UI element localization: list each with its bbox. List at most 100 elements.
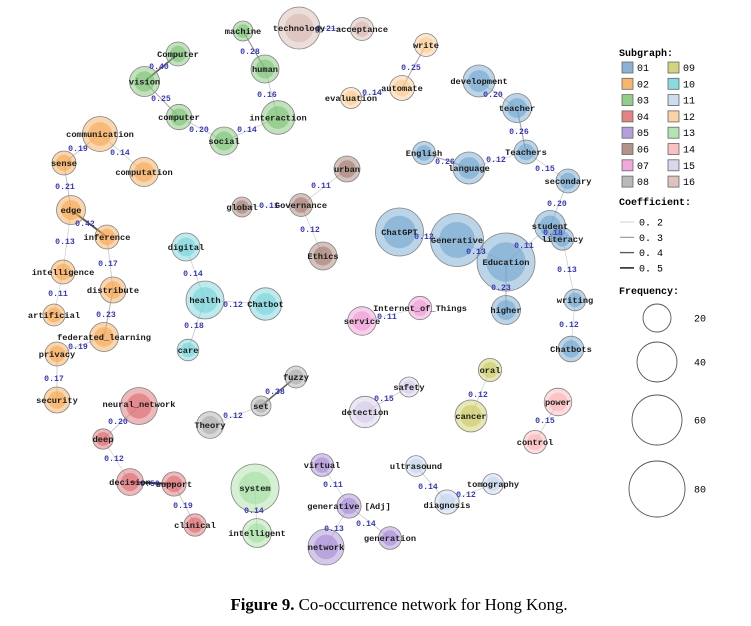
svg-text:0.12: 0.12 <box>468 391 488 400</box>
svg-text:0.11: 0.11 <box>311 182 331 191</box>
svg-text:deep: deep <box>93 435 114 445</box>
svg-text:language: language <box>448 164 490 174</box>
svg-text:0.15: 0.15 <box>535 165 555 174</box>
svg-text:privacy: privacy <box>39 350 76 360</box>
svg-text:Internet_of_Things: Internet_of_Things <box>373 304 467 314</box>
svg-text:support: support <box>156 480 193 490</box>
svg-text:artificial: artificial <box>28 311 80 321</box>
svg-text:0.14: 0.14 <box>237 126 257 135</box>
svg-text:0.19: 0.19 <box>68 343 88 352</box>
svg-text:Frequency:: Frequency: <box>619 287 679 298</box>
svg-text:0.20: 0.20 <box>108 418 128 427</box>
svg-text:0.13: 0.13 <box>466 248 486 257</box>
svg-text:social: social <box>208 137 239 147</box>
svg-text:Subgraph:: Subgraph: <box>619 48 673 60</box>
svg-text:health: health <box>189 296 220 306</box>
svg-text:0.16: 0.16 <box>257 91 277 100</box>
svg-text:0.11: 0.11 <box>514 242 534 251</box>
svg-text:0.50: 0.50 <box>140 480 160 489</box>
svg-text:Generative: Generative <box>431 236 483 246</box>
svg-text:human: human <box>252 65 278 75</box>
svg-text:0.25: 0.25 <box>401 64 421 73</box>
svg-text:generative [Adj]: generative [Adj] <box>307 502 390 512</box>
svg-text:0. 3: 0. 3 <box>639 234 663 245</box>
svg-text:computation: computation <box>115 168 172 178</box>
svg-text:communication: communication <box>66 130 134 140</box>
svg-text:automate: automate <box>381 84 423 94</box>
svg-text:13: 13 <box>683 129 695 140</box>
svg-text:virtual: virtual <box>304 461 341 471</box>
svg-text:0.11: 0.11 <box>48 290 68 299</box>
svg-text:0.21: 0.21 <box>316 25 336 34</box>
svg-text:edge: edge <box>61 206 82 216</box>
svg-text:0.11: 0.11 <box>323 481 343 490</box>
svg-text:0. 2: 0. 2 <box>639 219 663 230</box>
svg-text:oral: oral <box>480 366 501 376</box>
svg-text:0.12: 0.12 <box>486 156 506 165</box>
svg-text:12: 12 <box>683 113 695 124</box>
svg-text:0.20: 0.20 <box>547 200 567 209</box>
svg-text:07: 07 <box>637 162 649 173</box>
svg-text:0.12: 0.12 <box>223 301 243 310</box>
svg-text:0. 4: 0. 4 <box>639 249 663 260</box>
svg-text:English: English <box>406 149 443 159</box>
svg-text:40: 40 <box>694 359 706 370</box>
svg-text:care: care <box>178 346 199 356</box>
svg-text:0.12: 0.12 <box>414 233 434 242</box>
svg-text:0.19: 0.19 <box>173 502 193 511</box>
svg-text:08: 08 <box>637 178 649 189</box>
svg-text:09: 09 <box>683 64 695 75</box>
svg-text:diagnosis: diagnosis <box>424 501 471 511</box>
svg-text:16: 16 <box>683 178 695 189</box>
svg-text:0. 5: 0. 5 <box>639 264 663 275</box>
svg-text:0.14: 0.14 <box>418 483 438 492</box>
svg-text:0.28: 0.28 <box>240 48 260 57</box>
svg-text:14: 14 <box>683 146 695 157</box>
svg-text:service: service <box>344 317 381 327</box>
svg-text:0.18: 0.18 <box>184 322 204 331</box>
svg-text:0.13: 0.13 <box>557 266 577 275</box>
svg-text:student: student <box>532 222 569 232</box>
svg-text:0.42: 0.42 <box>75 220 95 229</box>
svg-text:20: 20 <box>694 315 706 326</box>
svg-text:writing: writing <box>557 296 594 306</box>
svg-text:digital: digital <box>168 243 205 253</box>
svg-text:evaluation: evaluation <box>325 94 377 104</box>
svg-text:system: system <box>239 484 270 494</box>
svg-text:0.11: 0.11 <box>377 313 397 322</box>
svg-text:higher: higher <box>490 306 521 316</box>
svg-text:Chatbot: Chatbot <box>247 300 284 310</box>
svg-text:0.17: 0.17 <box>98 260 118 269</box>
svg-text:clinical: clinical <box>174 521 216 531</box>
svg-text:urban: urban <box>334 165 360 175</box>
svg-text:0.19: 0.19 <box>68 145 88 154</box>
svg-text:0.20: 0.20 <box>483 91 503 100</box>
svg-text:decision: decision <box>109 478 151 488</box>
svg-text:04: 04 <box>637 113 649 124</box>
svg-text:ChatGPT: ChatGPT <box>381 228 418 238</box>
svg-text:fuzzy: fuzzy <box>283 373 310 383</box>
svg-text:0.12: 0.12 <box>223 412 243 421</box>
svg-text:teacher: teacher <box>499 104 536 114</box>
svg-text:Chatbots: Chatbots <box>550 345 592 355</box>
svg-text:Figure 9. Co-occurrence networ: Figure 9. Co-occurrence network for Hong… <box>230 595 567 614</box>
svg-text:60: 60 <box>694 417 706 428</box>
svg-text:0.18: 0.18 <box>543 229 563 238</box>
svg-text:0.26: 0.26 <box>435 158 455 167</box>
svg-text:0.12: 0.12 <box>456 491 476 500</box>
svg-text:Governance: Governance <box>275 201 327 211</box>
svg-text:0.20: 0.20 <box>189 126 209 135</box>
svg-text:intelligent: intelligent <box>228 529 285 539</box>
svg-text:0.14: 0.14 <box>362 89 382 98</box>
svg-text:0.40: 0.40 <box>149 63 169 72</box>
svg-text:0.17: 0.17 <box>44 375 64 384</box>
svg-text:Ethics: Ethics <box>307 252 338 262</box>
svg-text:network: network <box>308 543 345 553</box>
svg-text:06: 06 <box>637 146 649 157</box>
svg-text:0.12: 0.12 <box>300 226 320 235</box>
svg-text:acceptance: acceptance <box>336 25 388 35</box>
svg-text:power: power <box>545 398 571 408</box>
svg-text:distribute: distribute <box>87 286 139 296</box>
svg-text:05: 05 <box>637 129 649 140</box>
svg-text:secondary: secondary <box>545 177 593 187</box>
